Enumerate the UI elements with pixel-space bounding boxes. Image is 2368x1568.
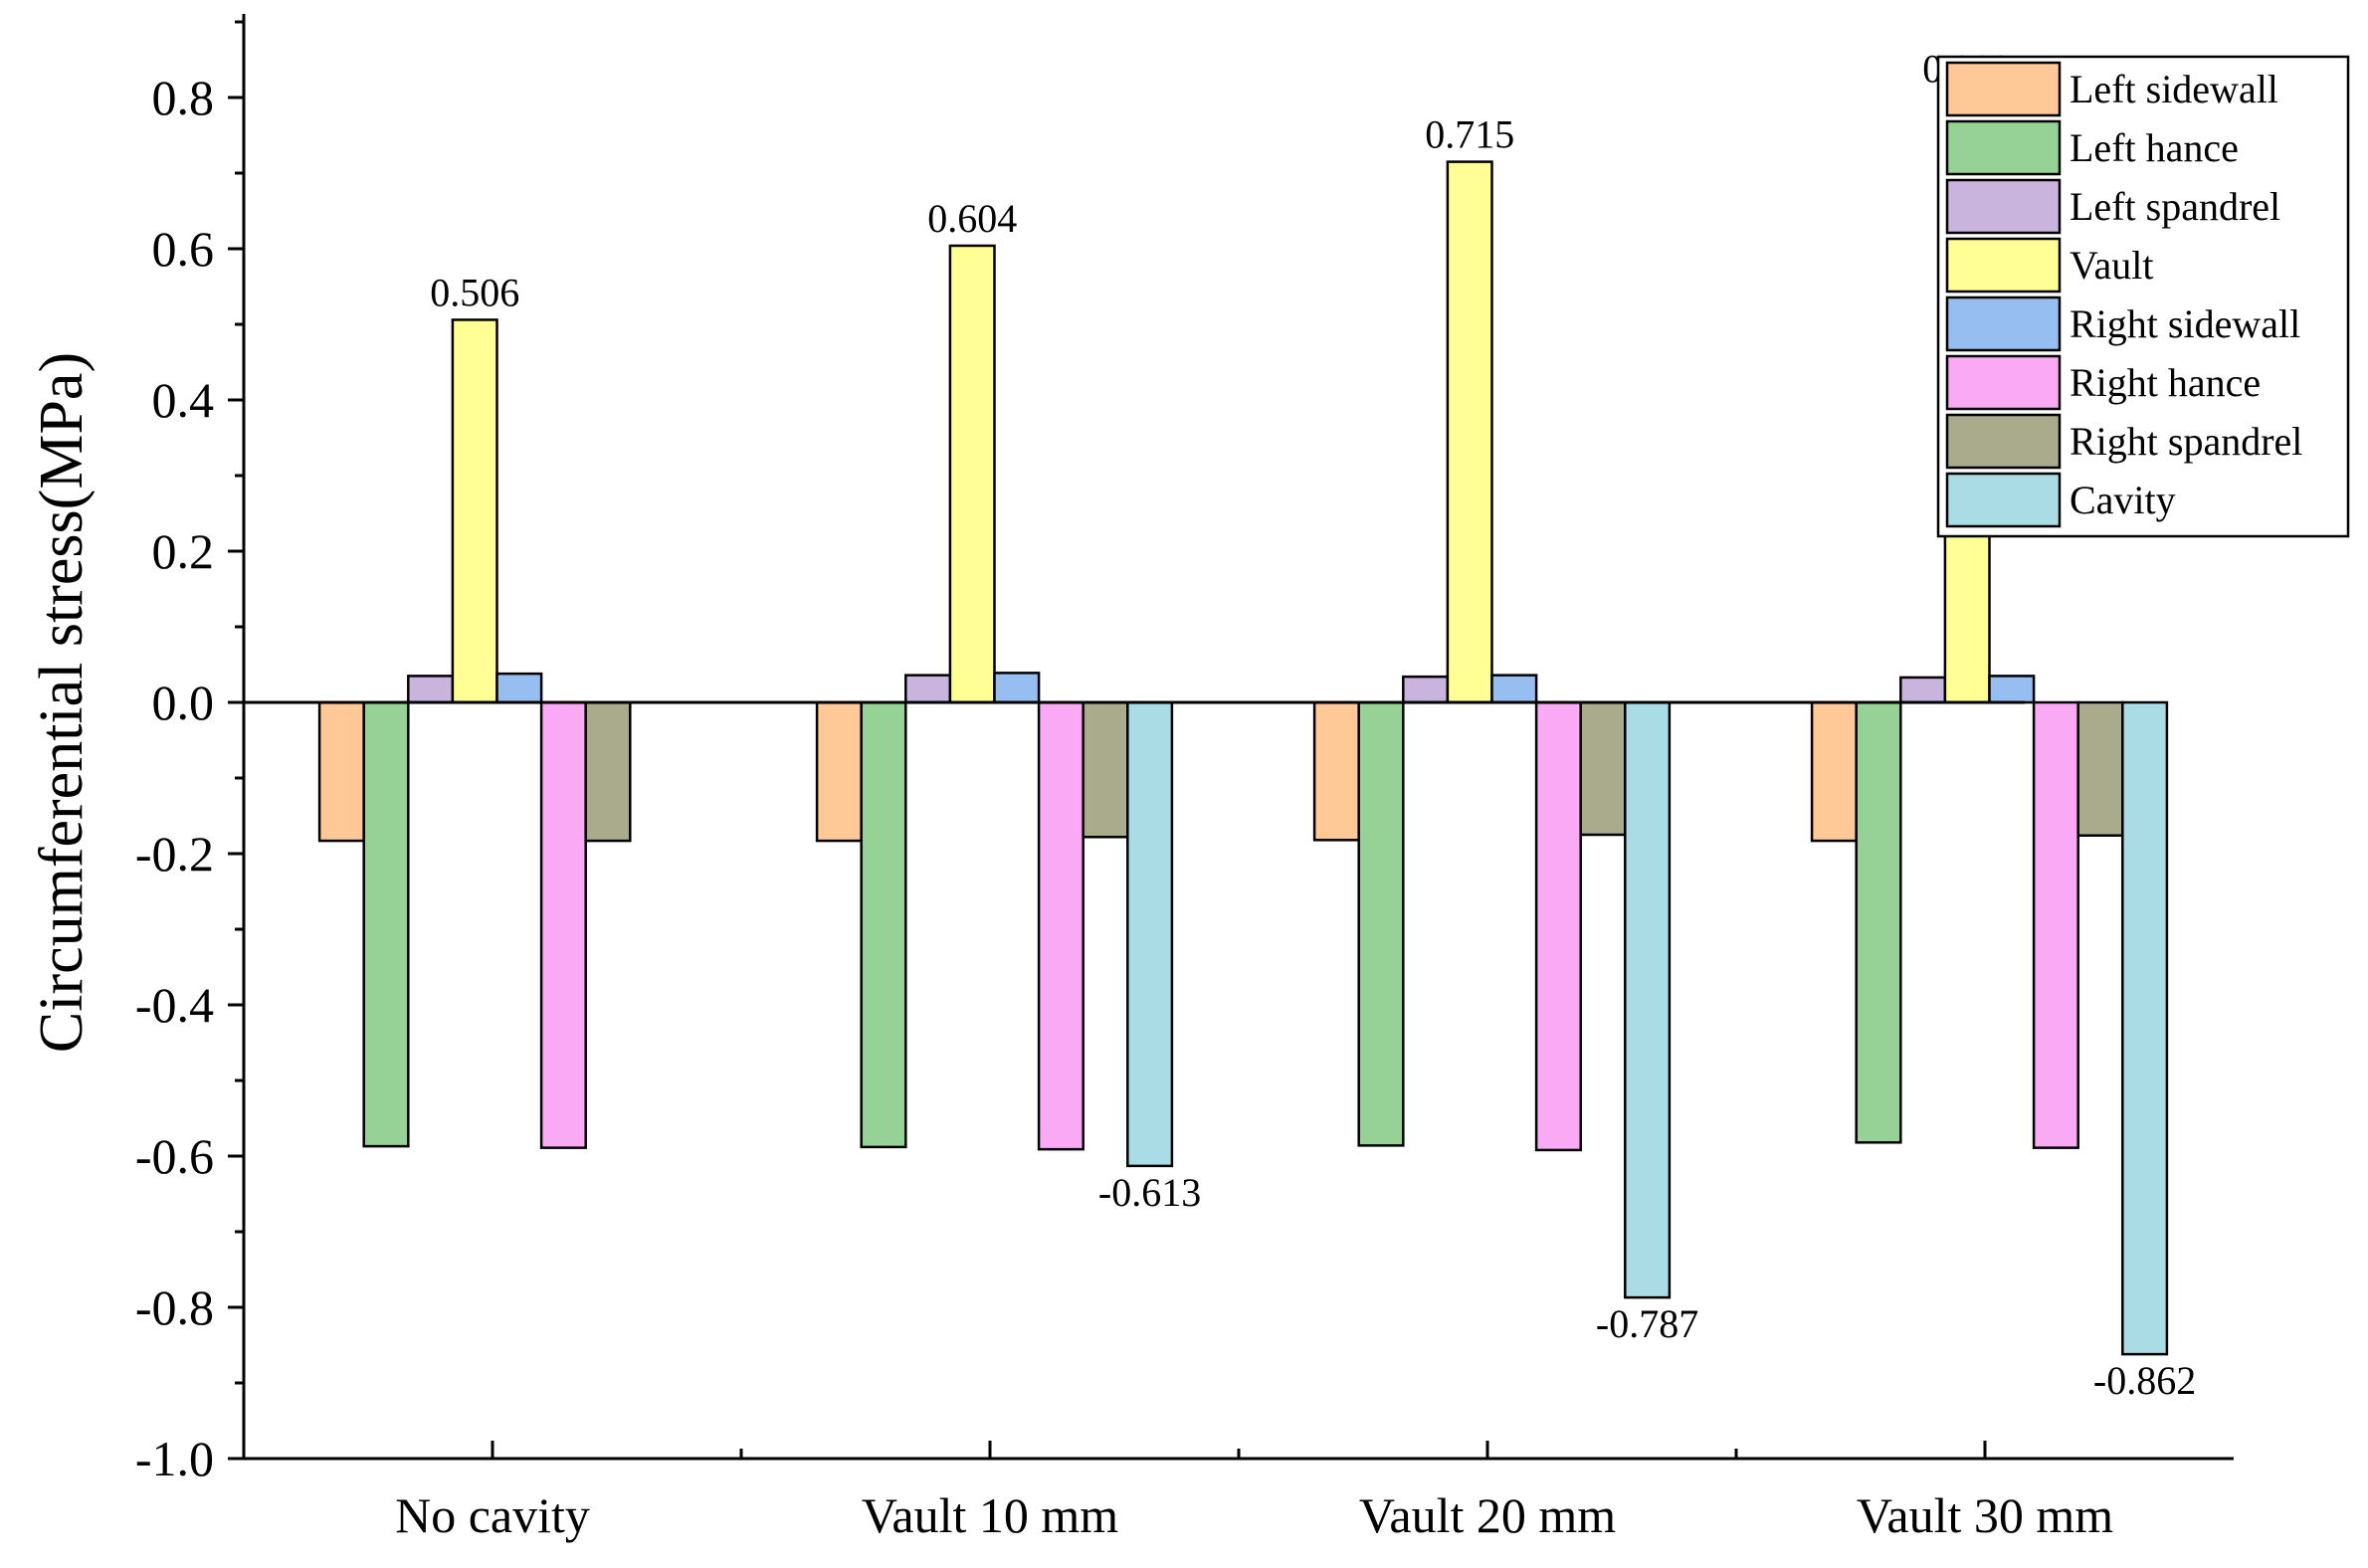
bar [1126,700,1174,1168]
bar [860,700,907,1149]
bar [1357,700,1405,1147]
bar [317,700,365,843]
legend-label: Left spandrel [2070,184,2280,229]
bar [2076,700,2124,838]
bar [1810,700,1858,843]
legend-label: Left sidewall [2070,67,2278,111]
y-axis-title: Circumferential stress(MPa) [28,352,96,1053]
bar [451,318,498,704]
bar [495,672,543,704]
legend-swatch [1945,472,2062,528]
y-tick-label: -0.2 [135,826,214,882]
bar [815,700,863,843]
y-tick-label: 0.2 [152,523,215,579]
legend-label: Right spandrel [2070,419,2302,464]
bar [993,672,1041,704]
data-label: -0.862 [2093,1358,2196,1403]
legend-swatch [1945,237,2062,294]
bar [904,674,952,704]
data-label: 0.506 [430,270,519,314]
bar [407,675,455,704]
plot-area: -1.0 -0.8 -0.6 -0.4 -0.2 0.0 0.2 0.4 0.6 0.8 No ca… [135,14,2350,1543]
bar [1534,700,1582,1152]
bar [1624,700,1672,1299]
bar [362,700,410,1148]
data-label: -0.613 [1098,1170,1201,1215]
bar [1899,676,1947,704]
legend-label: Right sidewall [2070,301,2300,346]
bar [1402,675,1450,704]
legend-swatch [1945,119,2062,176]
x-tick-label: No cavity [395,1487,590,1543]
legend-swatch [1945,61,2062,117]
x-tick-label: Vault 20 mm [1359,1487,1616,1543]
y-tick-label: 0.0 [152,675,215,730]
bar [2121,700,2169,1356]
x-tick-label: Vault 10 mm [862,1487,1118,1543]
y-tick-label: 0.4 [152,372,215,428]
x-tick-label: Vault 30 mm [1857,1487,2113,1543]
bar [1446,160,1493,704]
bar [584,700,632,843]
y-tick-label: 0.8 [152,70,215,125]
legend-swatch [1945,178,2062,235]
legend-label: Cavity [2070,478,2176,522]
legend-swatch [1945,295,2062,352]
bar [539,700,587,1149]
bar [1579,700,1627,837]
legend-label: Vault [2070,243,2153,288]
y-tick-label: -0.8 [135,1279,214,1335]
bar [948,244,996,704]
bar [1855,700,1902,1144]
y-tick-label: 0.6 [152,221,215,277]
data-label: 0.604 [927,196,1017,241]
legend-label: Left hance [2070,125,2239,170]
bar [2032,700,2079,1149]
bar [1312,700,1360,842]
y-tick-label: -1.0 [135,1431,214,1486]
y-tick-label: -0.6 [135,1128,214,1184]
bar [1490,674,1538,704]
legend-swatch [1945,354,2062,411]
legend-swatch [1945,413,2062,470]
bar [1082,700,1129,839]
data-label: -0.787 [1596,1301,1698,1346]
bar [1988,675,2036,704]
legend-label: Right hance [2070,360,2261,405]
y-tick-label: -0.4 [135,977,214,1033]
bar [1037,700,1085,1151]
data-label: 0.715 [1425,112,1514,157]
